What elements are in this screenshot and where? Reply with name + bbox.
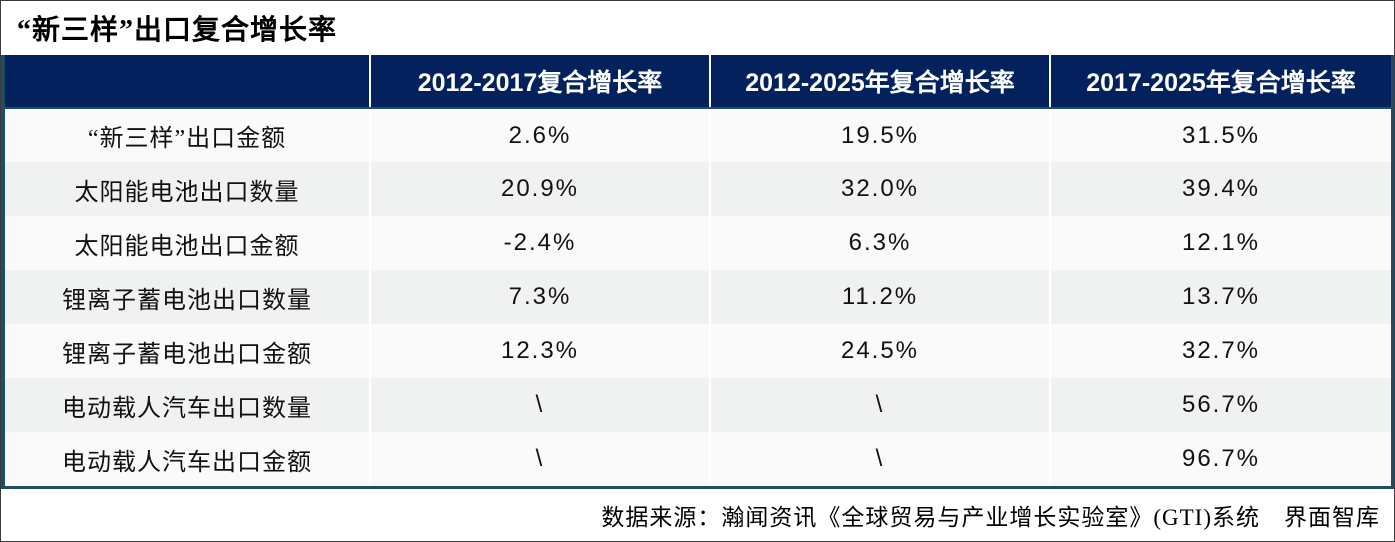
value-cell: \ [709, 432, 1050, 486]
value-cell: \ [369, 432, 710, 486]
value-cell: 39.4% [1049, 162, 1391, 216]
table-row: 锂离子蓄电池出口金额 12.3% 24.5% 32.7% [5, 324, 1391, 378]
table-row: 电动载人汽车出口数量 \ \ 56.7% [5, 378, 1391, 432]
value-cell: 31.5% [1049, 108, 1391, 162]
row-label: 太阳能电池出口数量 [5, 162, 370, 216]
value-cell: 13.7% [1049, 270, 1391, 324]
table-row: 太阳能电池出口金额 -2.4% 6.3% 12.1% [5, 216, 1391, 270]
value-cell: \ [709, 378, 1050, 432]
value-cell: 24.5% [709, 324, 1050, 378]
value-cell: 11.2% [709, 270, 1050, 324]
value-cell: 20.9% [369, 162, 710, 216]
value-cell: 12.3% [369, 324, 710, 378]
header-cell-2012-2017: 2012-2017复合增长率 [369, 55, 710, 109]
table-header-row: 2012-2017复合增长率 2012-2025年复合增长率 2017-2025… [5, 55, 1391, 109]
value-cell: 56.7% [1049, 378, 1391, 432]
page-title: “新三样”出口复合增长率 [17, 15, 338, 46]
header-cell-row-label [5, 55, 370, 109]
header-cell-2017-2025: 2017-2025年复合增长率 [1049, 55, 1391, 109]
footer-bar: 数据来源：瀚闻资讯《全球贸易与产业增长实验室》(GTI)系统 界面智库 [1, 489, 1394, 541]
table-row: 太阳能电池出口数量 20.9% 32.0% 39.4% [5, 162, 1391, 216]
value-cell: 12.1% [1049, 216, 1391, 270]
value-cell: 6.3% [709, 216, 1050, 270]
value-cell: 32.7% [1049, 324, 1391, 378]
value-cell: 32.0% [709, 162, 1050, 216]
row-label: “新三样”出口金额 [5, 108, 370, 162]
row-label: 锂离子蓄电池出口数量 [5, 270, 370, 324]
value-cell: 2.6% [369, 108, 710, 162]
value-cell: 19.5% [709, 108, 1050, 162]
growth-rate-table: 2012-2017复合增长率 2012-2025年复合增长率 2017-2025… [5, 55, 1391, 486]
value-cell: 96.7% [1049, 432, 1391, 486]
growth-rate-table-wrap: 2012-2017复合增长率 2012-2025年复合增长率 2017-2025… [1, 55, 1394, 489]
row-label: 电动载人汽车出口金额 [5, 432, 370, 486]
value-cell: -2.4% [369, 216, 710, 270]
title-bar: “新三样”出口复合增长率 [1, 1, 1394, 55]
row-label: 锂离子蓄电池出口金额 [5, 324, 370, 378]
row-label: 太阳能电池出口金额 [5, 216, 370, 270]
value-cell: \ [369, 378, 710, 432]
row-label: 电动载人汽车出口数量 [5, 378, 370, 432]
header-cell-2012-2025: 2012-2025年复合增长率 [709, 55, 1050, 109]
data-source: 数据来源：瀚闻资讯《全球贸易与产业增长实验室》(GTI)系统 界面智库 [601, 505, 1380, 530]
value-cell: 7.3% [369, 270, 710, 324]
table-row: “新三样”出口金额 2.6% 19.5% 31.5% [5, 108, 1391, 162]
table-row: 锂离子蓄电池出口数量 7.3% 11.2% 13.7% [5, 270, 1391, 324]
table-row: 电动载人汽车出口金额 \ \ 96.7% [5, 432, 1391, 486]
